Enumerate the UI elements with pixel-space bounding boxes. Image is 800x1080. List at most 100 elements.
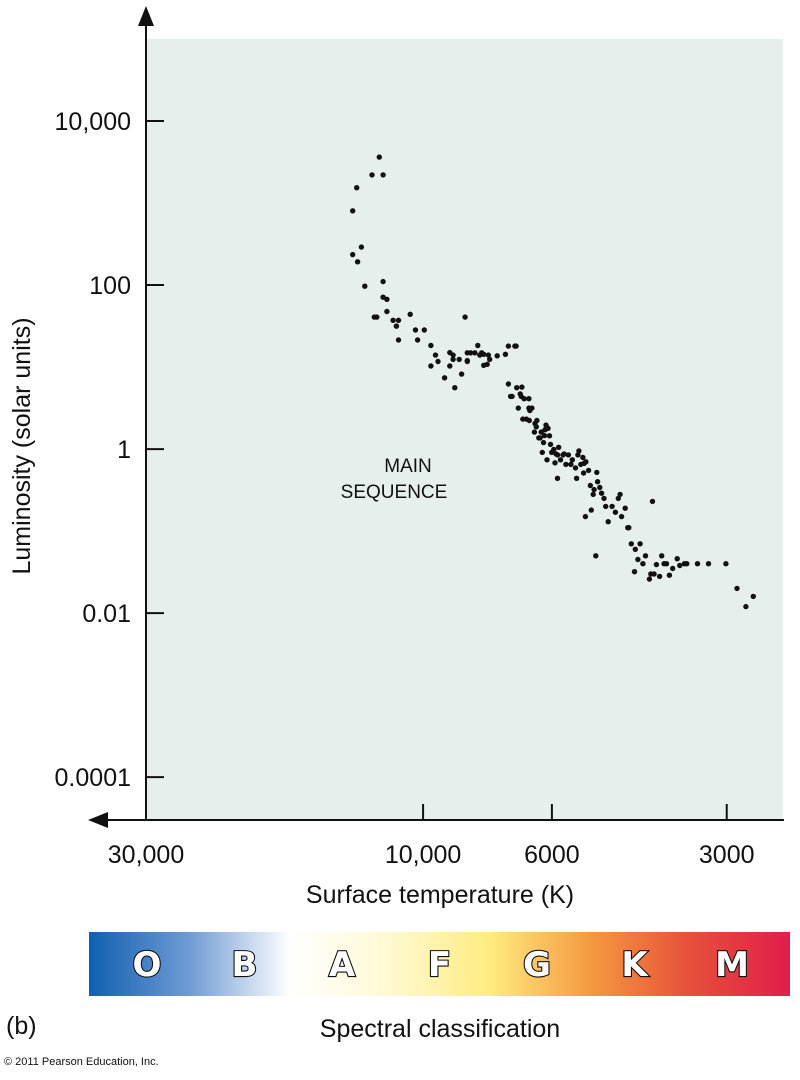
star-point: [677, 562, 683, 569]
star-point: [743, 603, 749, 610]
star-point: [509, 393, 515, 400]
star-point: [609, 503, 615, 510]
star-point: [651, 571, 657, 577]
star-point: [350, 251, 356, 258]
star-point: [545, 425, 551, 431]
y-axis-title: Luminosity (solar units): [8, 317, 36, 574]
star-point: [635, 556, 641, 563]
star-point: [642, 553, 649, 559]
star-point: [487, 356, 493, 363]
star-point: [563, 461, 569, 468]
star-point: [537, 435, 543, 441]
y-axis-ticks: 10,000 100 1 0.01 0.0001: [55, 108, 164, 792]
star-point: [653, 561, 660, 568]
star-point: [494, 353, 500, 359]
star-point: [551, 446, 557, 453]
star-point: [502, 351, 509, 357]
star-point: [541, 432, 548, 439]
star-point: [354, 259, 361, 265]
star-point: [590, 491, 596, 498]
star-point: [640, 561, 646, 567]
star-point: [467, 350, 474, 356]
x-axis-title: Surface temperature (K): [306, 881, 574, 909]
star-point: [546, 433, 553, 439]
star-point: [561, 451, 567, 457]
star-point: [441, 375, 448, 381]
star-point: [484, 361, 490, 367]
star-point: [450, 356, 456, 363]
x-tick-label: 30,000: [108, 841, 184, 869]
x-tick-label: 3000: [699, 841, 755, 869]
star-point: [646, 576, 653, 582]
star-point: [597, 484, 603, 491]
star-point: [464, 357, 470, 364]
star-point: [666, 572, 673, 578]
star-point: [583, 459, 589, 465]
star-point: [519, 384, 525, 390]
star-point: [481, 351, 487, 357]
star-point: [485, 352, 492, 358]
star-point: [656, 573, 663, 580]
star-point: [552, 460, 558, 466]
star-point: [617, 491, 623, 498]
star-point: [462, 314, 468, 320]
star-point: [515, 405, 521, 411]
star-point: [380, 278, 386, 285]
star-point: [428, 363, 434, 369]
star-point: [384, 308, 390, 315]
star-point: [407, 311, 413, 317]
star-point: [598, 490, 605, 496]
star-point: [750, 593, 756, 600]
star-point: [540, 439, 547, 446]
star-point: [456, 356, 462, 363]
y-tick-label: 10,000: [55, 108, 131, 136]
plot-area: [146, 39, 783, 821]
star-point: [573, 475, 580, 481]
x-tick-label: 10,000: [385, 841, 461, 869]
star-point: [458, 371, 465, 377]
star-point: [414, 337, 421, 343]
star-point: [670, 565, 676, 572]
star-point: [395, 317, 402, 323]
star-point: [705, 561, 712, 567]
star-points: [350, 154, 756, 610]
star-point: [362, 283, 368, 289]
spectral-class-f: F: [428, 945, 451, 985]
y-tick-label: 0.0001: [55, 764, 131, 792]
star-point: [526, 396, 532, 402]
star-point: [576, 448, 582, 454]
star-point: [659, 553, 665, 559]
star-point: [565, 452, 572, 458]
star-point: [557, 457, 564, 463]
star-point: [435, 358, 441, 365]
star-point: [554, 452, 561, 458]
star-point: [452, 385, 458, 391]
star-point: [447, 363, 453, 369]
star-point: [568, 461, 574, 468]
star-point: [582, 513, 589, 520]
star-point: [674, 556, 680, 562]
star-point: [526, 417, 532, 424]
star-point: [569, 457, 575, 463]
star-point: [694, 561, 701, 567]
star-point: [513, 343, 519, 349]
star-point: [393, 323, 400, 329]
star-point: [472, 350, 478, 356]
star-point: [663, 561, 670, 567]
star-point: [637, 541, 643, 547]
star-point: [432, 352, 439, 358]
star-point: [505, 343, 512, 349]
spectral-class-o: O: [133, 945, 162, 985]
main-sequence-label-line2: SEQUENCE: [341, 482, 448, 503]
star-point: [588, 507, 594, 513]
star-point: [594, 479, 601, 485]
star-point: [591, 486, 597, 493]
star-point: [421, 327, 427, 333]
star-point: [390, 317, 396, 323]
star-point: [505, 381, 512, 387]
spectral-class-bar: [89, 932, 790, 996]
star-point: [395, 337, 402, 343]
star-point: [626, 525, 632, 531]
star-point: [369, 172, 375, 178]
x-tick-label: 6000: [524, 841, 580, 869]
